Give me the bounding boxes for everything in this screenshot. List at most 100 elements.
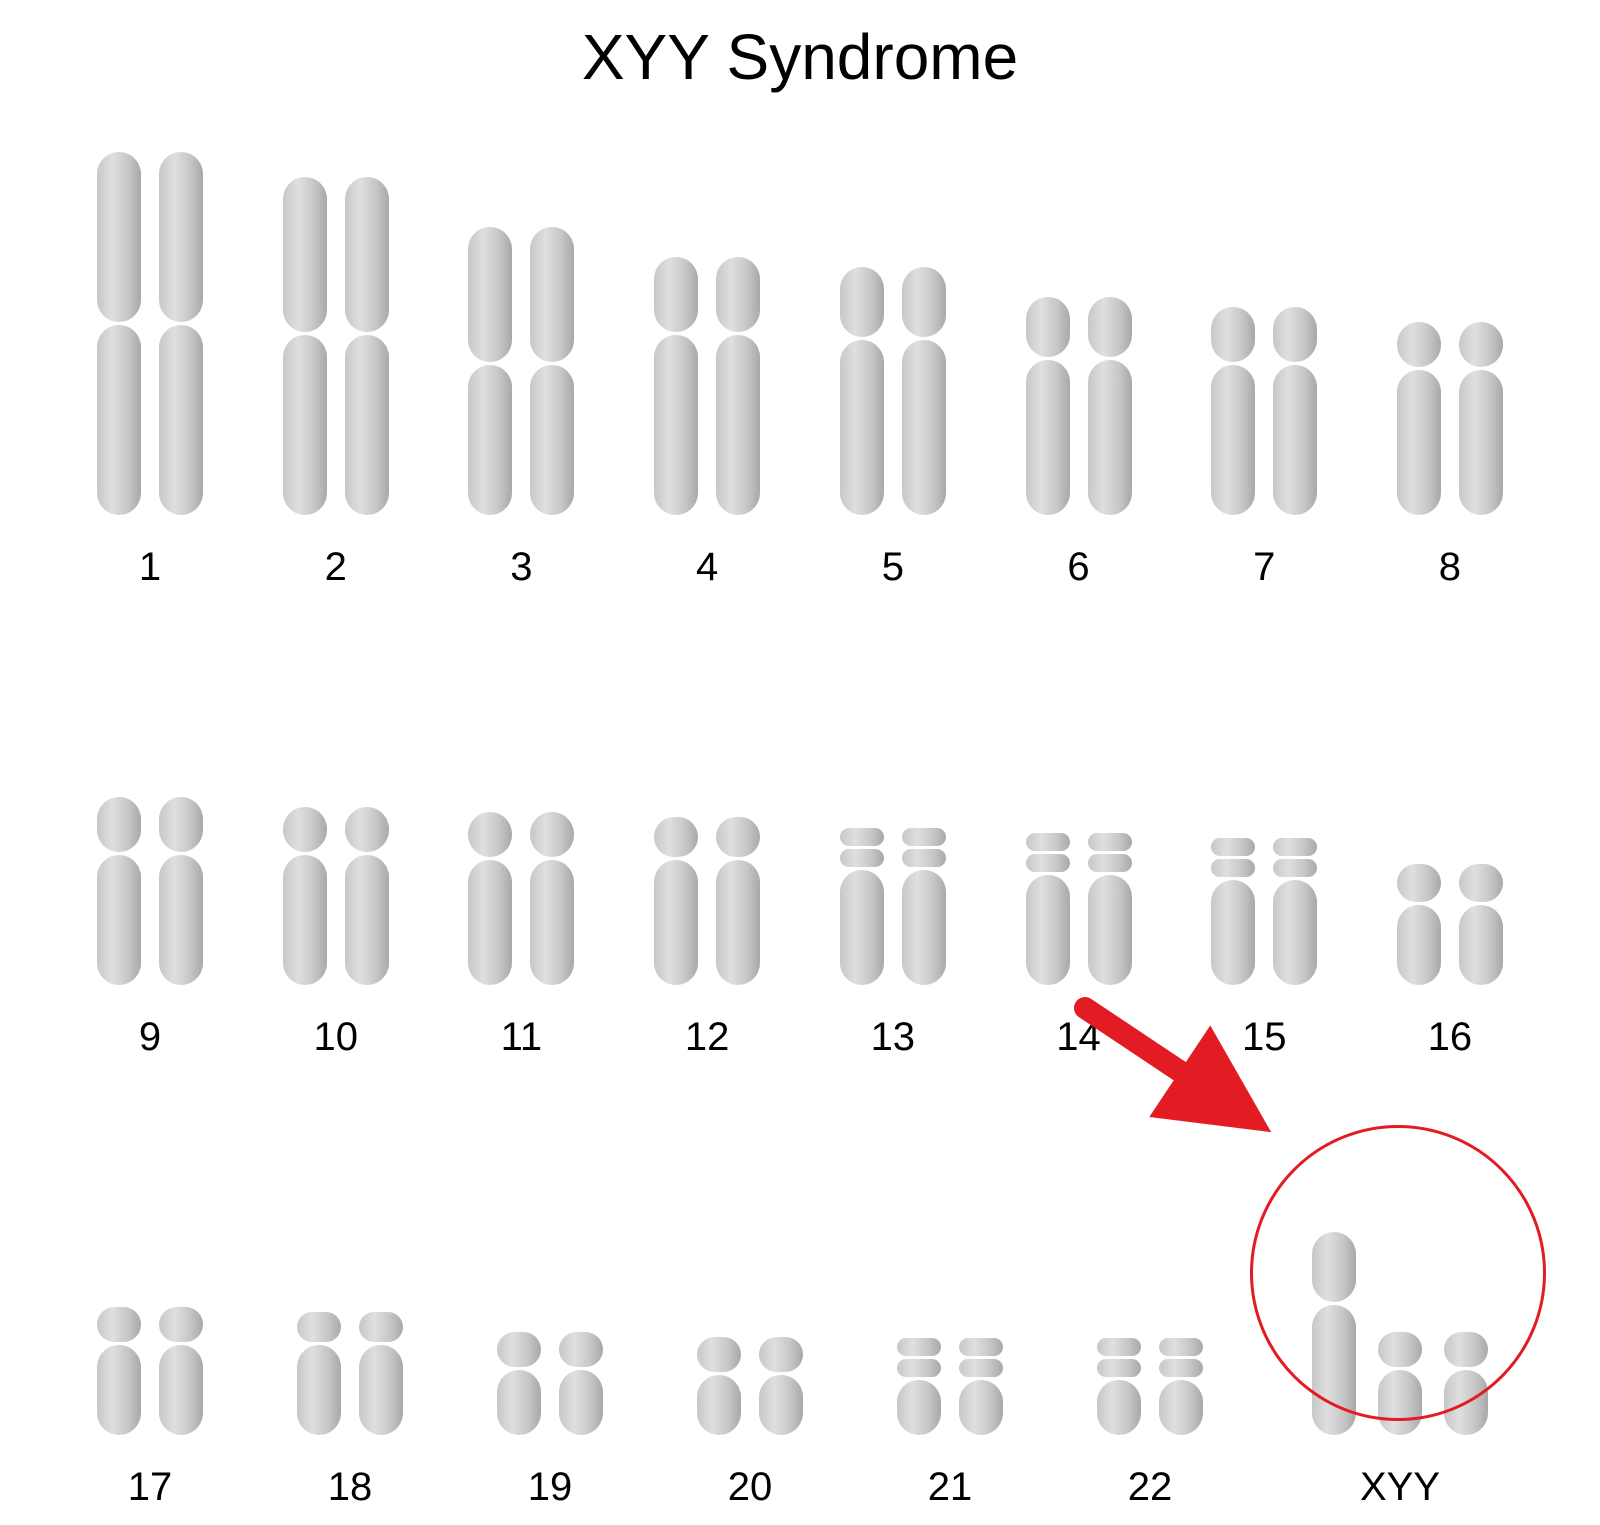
chromatid <box>840 267 884 515</box>
chromatid <box>97 1307 141 1435</box>
chromatid <box>959 1338 1003 1435</box>
chromatid <box>716 817 760 985</box>
pair <box>97 145 203 515</box>
pair <box>654 685 760 985</box>
karyotype-rows: 1 2 3 4 5 6 7 8 9 10 11 12 13 14 15 16 1… <box>70 145 1530 1510</box>
pair <box>840 685 946 985</box>
chromatid <box>159 1307 203 1435</box>
chromatid <box>159 152 203 515</box>
chromatid <box>1088 833 1132 985</box>
cell-3: 3 <box>441 145 601 590</box>
chromatid <box>159 797 203 985</box>
label: XYY <box>1360 1465 1440 1510</box>
chromatid <box>283 807 327 985</box>
label: 21 <box>928 1465 973 1510</box>
chromatid <box>97 797 141 985</box>
cell-1: 1 <box>70 145 230 590</box>
chromatid <box>1097 1338 1141 1435</box>
label: 1 <box>139 545 161 590</box>
chromatid <box>897 1338 941 1435</box>
cell-10: 10 <box>256 685 416 1060</box>
label: 11 <box>501 1015 543 1060</box>
chromatid <box>530 812 574 985</box>
chromatid <box>902 828 946 985</box>
chromatid <box>497 1332 541 1435</box>
pair <box>97 1135 203 1435</box>
highlight-circle-icon <box>1250 1125 1546 1421</box>
label: 19 <box>528 1465 573 1510</box>
chromatid <box>345 807 389 985</box>
pair <box>897 1135 1003 1435</box>
chromatid <box>1026 297 1070 515</box>
label: 3 <box>510 545 532 590</box>
cell-14: 14 <box>999 685 1159 1060</box>
label: 2 <box>325 545 347 590</box>
cell-9: 9 <box>70 685 230 1060</box>
chromatid <box>1088 297 1132 515</box>
label: 20 <box>728 1465 773 1510</box>
chromatid <box>1459 322 1503 515</box>
chromatid <box>1211 838 1255 985</box>
chromatid <box>468 812 512 985</box>
label: 14 <box>1056 1015 1101 1060</box>
pair <box>840 145 946 515</box>
chromatid <box>1397 864 1441 985</box>
chromatid <box>530 227 574 515</box>
row-2: 9 10 11 12 13 14 15 16 <box>70 680 1530 1060</box>
label: 18 <box>328 1465 373 1510</box>
chromatid <box>1397 322 1441 515</box>
label: 7 <box>1253 545 1275 590</box>
chromatid <box>1459 864 1503 985</box>
cell-20: 20 <box>670 1135 830 1510</box>
chromatid <box>1026 833 1070 985</box>
cell-11: 11 <box>441 685 601 1060</box>
cell-15: 15 <box>1184 685 1344 1060</box>
page-title: XYY Syndrome <box>0 20 1600 94</box>
label: 4 <box>696 545 718 590</box>
chromatid <box>654 257 698 515</box>
pair <box>1211 145 1317 515</box>
pair <box>297 1135 403 1435</box>
label: 10 <box>313 1015 358 1060</box>
cell-6: 6 <box>999 145 1159 590</box>
label: 8 <box>1439 545 1461 590</box>
chromatid <box>559 1332 603 1435</box>
cell-17: 17 <box>70 1135 230 1510</box>
pair <box>654 145 760 515</box>
cell-18: 18 <box>270 1135 430 1510</box>
cell-7: 7 <box>1184 145 1344 590</box>
chromatid <box>283 177 327 515</box>
cell-16: 16 <box>1370 685 1530 1060</box>
cell-5: 5 <box>813 145 973 590</box>
karyotype-diagram: XYY Syndrome 1 2 3 4 5 6 7 8 9 10 11 12 … <box>0 0 1600 1525</box>
chromatid <box>345 177 389 515</box>
pair <box>497 1135 603 1435</box>
label: 5 <box>882 545 904 590</box>
cell-19: 19 <box>470 1135 630 1510</box>
cell-2: 2 <box>256 145 416 590</box>
pair <box>283 145 389 515</box>
chromatid <box>1159 1338 1203 1435</box>
pair <box>468 145 574 515</box>
chromatid <box>840 828 884 985</box>
cell-4: 4 <box>627 145 787 590</box>
chromatid <box>654 817 698 985</box>
chromatid <box>759 1337 803 1435</box>
pair <box>468 685 574 985</box>
pair <box>1211 685 1317 985</box>
cell-xyy: XYY <box>1270 1135 1530 1510</box>
pair <box>1026 685 1132 985</box>
pair <box>1397 145 1503 515</box>
chromatid <box>359 1312 403 1435</box>
pair <box>1026 145 1132 515</box>
chromatid <box>1211 307 1255 515</box>
chromatid <box>297 1312 341 1435</box>
pair <box>697 1135 803 1435</box>
label: 22 <box>1128 1465 1173 1510</box>
label: 17 <box>128 1465 173 1510</box>
chromatid <box>902 267 946 515</box>
pair <box>1397 685 1503 985</box>
label: 13 <box>871 1015 916 1060</box>
cell-13: 13 <box>813 685 973 1060</box>
row-3: 17 18 19 20 21 22 XYY <box>70 1130 1530 1510</box>
